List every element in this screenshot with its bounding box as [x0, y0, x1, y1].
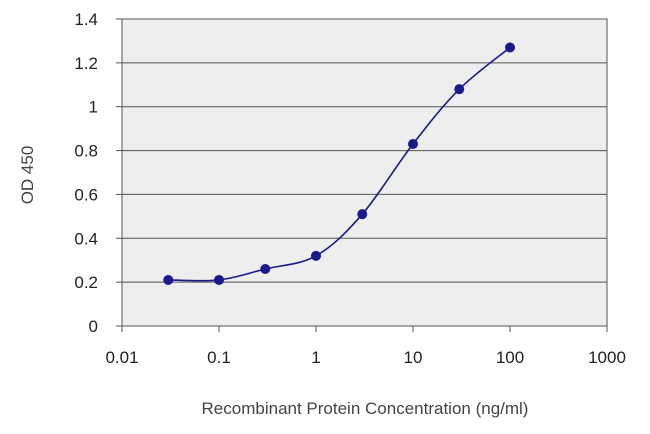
- x-tick-label: 1000: [588, 348, 626, 367]
- data-points: [163, 42, 515, 285]
- x-tick-label: 1: [311, 348, 320, 367]
- y-tick-label: 0.6: [74, 185, 98, 204]
- data-point: [454, 84, 465, 95]
- x-tick-label: 0.01: [105, 348, 138, 367]
- y-tick-label: 1.4: [74, 10, 98, 29]
- data-point: [260, 263, 271, 274]
- x-tick-label: 10: [404, 348, 423, 367]
- data-point: [311, 250, 321, 261]
- y-tick-label: 0: [89, 317, 98, 336]
- data-point: [163, 274, 174, 285]
- plot-area: [121, 18, 608, 327]
- y-tick-label: 0.2: [74, 273, 98, 292]
- y-tick-label: 1.2: [74, 54, 98, 73]
- x-axis-title: Recombinant Protein Concentration (ng/ml…: [202, 399, 529, 418]
- x-tick-label: 0.1: [207, 348, 231, 367]
- y-axis: 0 0.2 0.4 0.6 0.8 1 1.2 1.4: [74, 10, 122, 336]
- data-point: [408, 138, 418, 149]
- gridlines: [122, 62, 607, 283]
- x-tick-label: 100: [496, 348, 524, 367]
- y-tick-label: 0.4: [74, 229, 98, 248]
- data-point: [357, 209, 368, 220]
- data-point: [505, 42, 515, 53]
- y-tick-label: 1: [89, 98, 98, 117]
- data-point: [214, 274, 224, 285]
- x-axis: 0.01 0.1 1 10 100 1000: [105, 326, 626, 367]
- y-axis-title: OD 450: [18, 146, 37, 205]
- y-tick-label: 0.8: [74, 142, 98, 161]
